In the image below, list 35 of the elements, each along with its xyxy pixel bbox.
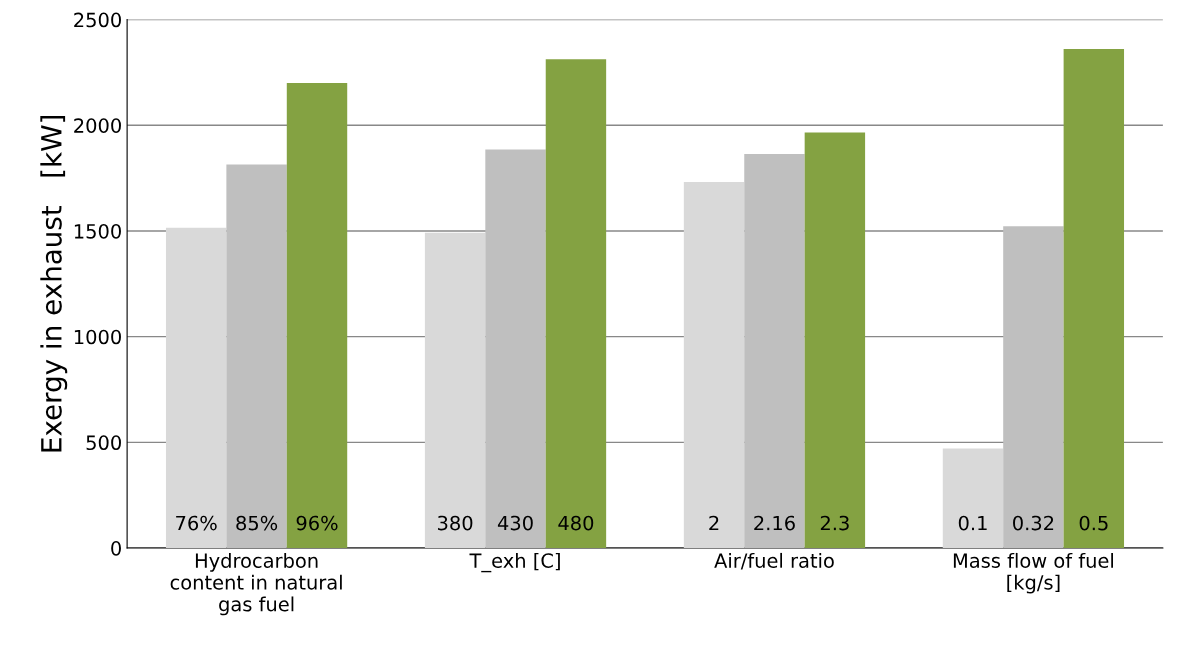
bar bbox=[744, 154, 805, 549]
annotation: 2.3 bbox=[820, 515, 849, 531]
annotation: 85% bbox=[236, 515, 278, 531]
x-tick-label: Air/fuel ratio bbox=[714, 552, 834, 570]
bar bbox=[804, 132, 866, 549]
y-tick-label: 500 bbox=[86, 435, 121, 451]
annotation: 2 bbox=[709, 515, 719, 531]
annotation: 0.1 bbox=[958, 515, 987, 531]
x-tick-label: T_exh [C] bbox=[469, 552, 560, 573]
annotation: 380 bbox=[438, 515, 473, 531]
bar bbox=[424, 232, 486, 549]
y-tick-label: 0 bbox=[111, 541, 121, 556]
x-tick-label: Mass flow of fuel [kg/s] bbox=[953, 552, 1113, 594]
y-axis-title: Exergy in exhaust [kW] bbox=[40, 115, 68, 452]
bar bbox=[683, 181, 745, 549]
y-tick-label: 1500 bbox=[74, 223, 121, 239]
bar bbox=[165, 227, 227, 549]
bar bbox=[545, 59, 607, 549]
annotation: 430 bbox=[497, 515, 533, 531]
bar bbox=[1063, 49, 1125, 549]
y-tick-label: 2000 bbox=[74, 118, 121, 133]
y-tick-label: 1000 bbox=[74, 329, 121, 345]
annotation: 76% bbox=[176, 515, 217, 531]
annotation: 2.16 bbox=[754, 515, 795, 531]
annotation: 0.32 bbox=[1013, 515, 1054, 531]
bar bbox=[1003, 226, 1064, 549]
annotation: 0.5 bbox=[1079, 515, 1108, 531]
bar bbox=[226, 164, 287, 549]
annotation: 96% bbox=[296, 515, 338, 531]
bar bbox=[942, 448, 1004, 549]
x-tick-label: Hydrocarbon content in natural gas fuel bbox=[170, 552, 342, 616]
bar bbox=[485, 149, 546, 549]
annotation: 480 bbox=[558, 515, 594, 531]
y-tick-label: 2500 bbox=[74, 12, 121, 28]
bar bbox=[286, 83, 348, 549]
